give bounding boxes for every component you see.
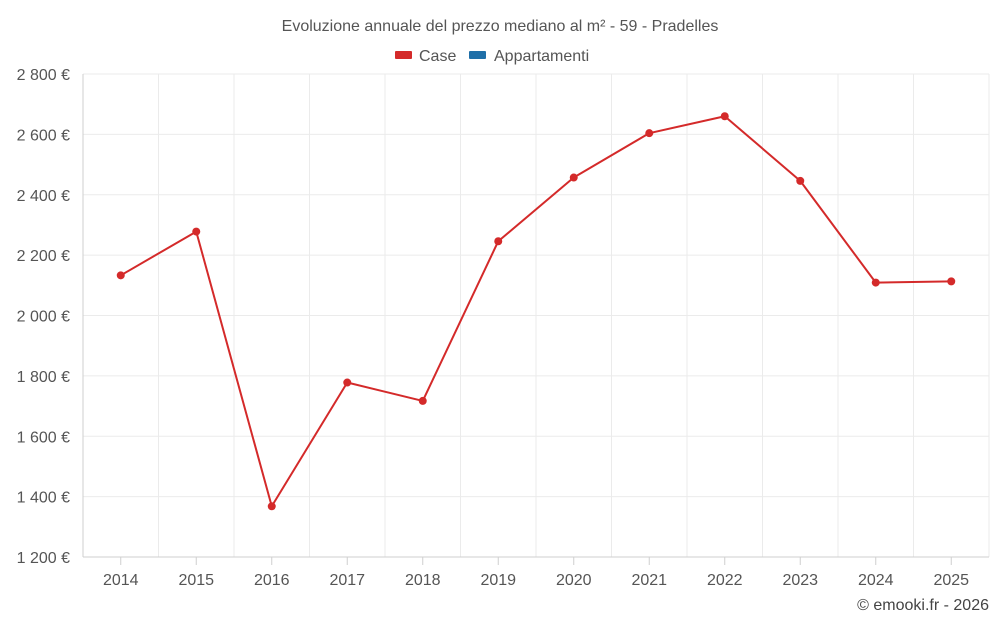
y-tick-label: 2 200 € (17, 248, 70, 265)
data-point-2024[interactable] (871, 278, 880, 287)
axes (82, 74, 989, 558)
x-tick-label: 2024 (858, 572, 894, 589)
data-point-2021[interactable] (645, 129, 654, 138)
x-axis-ticks: 2014 2015 2016 2017 2018 2019 2020 2021 2022 2023… (103, 557, 969, 589)
y-axis-ticks: 1 200 € 1 400 € 1 600 € 1 800 € 2 000 € 2 200… (17, 67, 70, 567)
x-tick-label: 2014 (103, 572, 139, 589)
data-point-2017[interactable] (343, 378, 352, 387)
data-point-2016[interactable] (267, 502, 276, 511)
credit-text: © emooki.fr - 2026 (857, 597, 989, 614)
x-tick-label: 2016 (254, 572, 290, 589)
legend-label-case: Case (419, 48, 456, 65)
x-tick-label: 2020 (556, 572, 592, 589)
x-tick-label: 2019 (480, 572, 516, 589)
data-point-2019[interactable] (494, 237, 503, 246)
x-tick-label: 2025 (933, 572, 969, 589)
data-point-2015[interactable] (192, 227, 201, 236)
legend-swatch-case (395, 51, 412, 59)
data-point-2023[interactable] (796, 176, 805, 185)
y-tick-label: 2 600 € (17, 127, 70, 144)
y-tick-label: 1 600 € (17, 429, 70, 446)
data-point-2020[interactable] (569, 173, 578, 182)
y-tick-label: 2 800 € (17, 67, 70, 84)
data-point-2014[interactable] (116, 271, 125, 280)
x-tick-label: 2017 (329, 572, 365, 589)
legend-label-appartamenti: Appartamenti (494, 48, 589, 65)
legend-item-case[interactable]: Case (395, 48, 456, 65)
series-case (116, 112, 956, 511)
x-tick-label: 2022 (707, 572, 743, 589)
x-tick-label: 2018 (405, 572, 441, 589)
y-tick-label: 1 200 € (17, 550, 70, 567)
legend: Case Appartamenti (395, 48, 589, 65)
y-tick-label: 2 000 € (17, 309, 70, 326)
legend-swatch-appartamenti (469, 51, 486, 59)
y-tick-label: 1 800 € (17, 369, 70, 386)
legend-item-appartamenti[interactable]: Appartamenti (469, 48, 589, 65)
y-tick-label: 1 400 € (17, 490, 70, 507)
grid (83, 73, 990, 557)
data-point-2018[interactable] (418, 396, 427, 405)
x-tick-label: 2023 (782, 572, 818, 589)
series-line-case (120, 115, 952, 508)
chart-title: Evoluzione annuale del prezzo mediano al… (282, 18, 719, 35)
data-point-2025[interactable] (947, 277, 956, 286)
x-tick-label: 2015 (178, 572, 214, 589)
y-tick-label: 2 400 € (17, 188, 70, 205)
data-point-2022[interactable] (720, 112, 729, 121)
x-tick-label: 2021 (631, 572, 667, 589)
